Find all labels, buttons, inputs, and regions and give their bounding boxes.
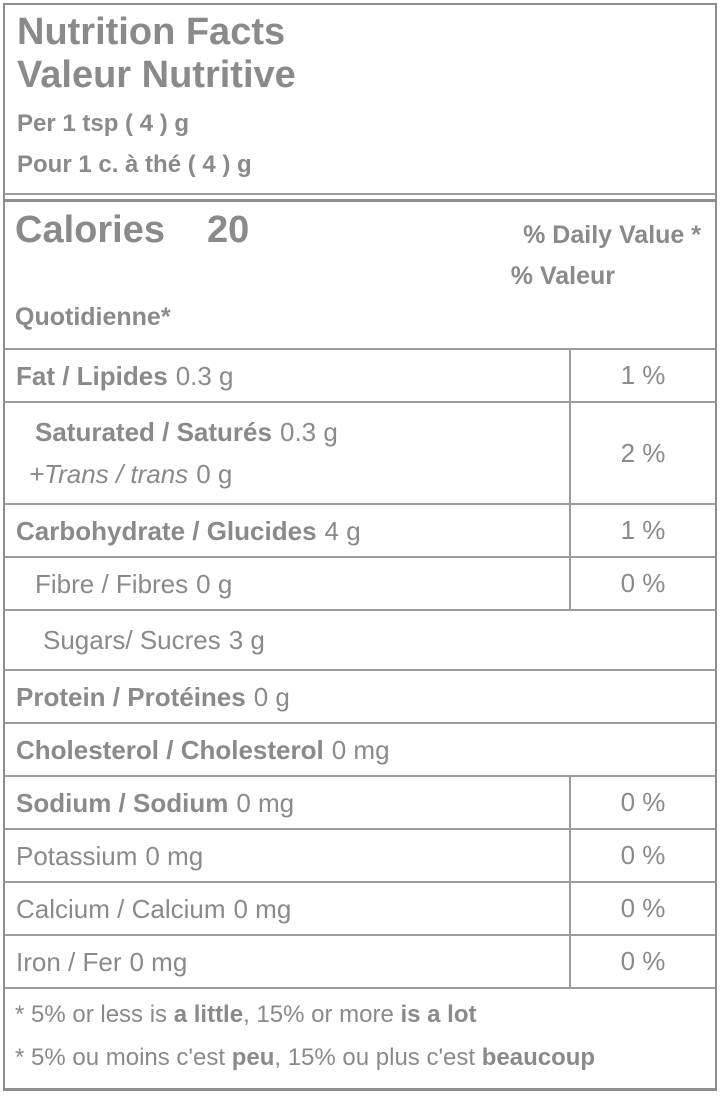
daily-value-cell: 1 %: [569, 505, 715, 556]
daily-value-cell: 1 %: [569, 350, 715, 401]
nutrient-text: Fat / Lipides 0.3 g: [5, 350, 569, 401]
nutrient-amount: 0.3 g: [279, 417, 338, 447]
nutrient-name: Protein / Protéines: [16, 681, 246, 712]
nutrient-text: Calcium / Calcium 0 mg: [5, 883, 569, 934]
daily-value-cell: 0 %: [569, 936, 715, 987]
serving-size-fr: Pour 1 c. à thé ( 4 ) g: [17, 151, 252, 178]
nutrient-name: Fibre / Fibres: [35, 568, 189, 599]
calories: Calories 20: [15, 208, 249, 252]
nutrient-text: Sodium / Sodium 0 mg: [5, 777, 569, 828]
nutrient-text: Saturated / Saturés 0.3 g +Trans / trans 0…: [5, 403, 569, 503]
nutrient-text: Fibre / Fibres 0 g: [5, 558, 569, 609]
footnote-fr-text-1: * 5% ou moins c'est: [15, 1044, 232, 1071]
serving-size-en: Per 1 tsp ( 4 ) g: [17, 110, 190, 137]
nutrient-row-cholesterol: Cholesterol / Cholesterol 0 mg: [5, 724, 715, 777]
daily-value-header-en: % Daily Value *: [523, 221, 701, 249]
nutrient-row-sugars: Sugars/ Sucres 3 g: [5, 611, 715, 671]
nutrient-name: Sodium / Sodium: [16, 787, 229, 818]
nutrient-amount: 0 mg: [233, 893, 292, 924]
nutrient-name: Sugars/ Sucres: [43, 625, 221, 655]
footnote-en-text-2: , 15% or more: [243, 1001, 401, 1028]
nutrient-row-fibre: Fibre / Fibres 0 g 0 %: [5, 558, 715, 611]
footnote-fr-text-2: , 15% ou plus c'est: [274, 1044, 482, 1071]
nutrient-text: Carbohydrate / Glucides 4 g: [5, 505, 569, 556]
daily-value-header-fr-line2: Quotidienne*: [15, 303, 171, 331]
nutrient-name: Cholesterol / Cholesterol: [16, 734, 324, 765]
daily-value-cell: 0 %: [569, 883, 715, 934]
nutrient-amount: 0 mg: [129, 946, 188, 977]
title-fr: Valeur Nutritive: [17, 54, 296, 96]
footnote-fr: * 5% ou moins c'est peu, 15% ou plus c'e…: [15, 1044, 703, 1072]
nutrient-amount: 3 g: [228, 625, 265, 655]
nutrient-text: Potassium 0 mg: [5, 830, 569, 881]
footnote-fr-bold-1: peu: [231, 1044, 275, 1071]
footnote-en: * 5% or less is a little, 15% or more is…: [15, 1001, 703, 1029]
nutrient-amount: 0 mg: [331, 734, 390, 765]
daily-value-cell: 0 %: [569, 777, 715, 828]
nutrient-row-potassium: Potassium 0 mg 0 %: [5, 830, 715, 883]
calories-row: Calories 20 % Daily Value *: [5, 208, 715, 252]
nutrient-amount: 0 mg: [145, 840, 204, 871]
daily-value-cell: 0 %: [569, 558, 715, 609]
footnote-en-text-1: * 5% or less is: [15, 1001, 174, 1028]
nutrient-row-fat: Fat / Lipides 0.3 g 1 %: [5, 350, 715, 403]
calories-value: 20: [206, 209, 250, 251]
nutrient-name: Potassium: [16, 840, 138, 871]
nutrient-name: Calcium / Calcium: [16, 893, 226, 924]
nutrition-facts-label: Nutrition Facts Valeur Nutritive Per 1 t…: [3, 3, 717, 1091]
nutrient-row-carbohydrate: Carbohydrate / Glucides 4 g 1 %: [5, 505, 715, 558]
nutrient-amount: 0 g: [253, 681, 290, 712]
footnotes: * 5% or less is a little, 15% or more is…: [5, 989, 715, 1088]
nutrient-amount: 0.3 g: [175, 360, 234, 391]
nutrient-text: Cholesterol / Cholesterol 0 mg: [5, 724, 715, 775]
footnote-en-bold-1: a little: [173, 1001, 244, 1028]
nutrient-row-calcium: Calcium / Calcium 0 mg 0 %: [5, 883, 715, 936]
nutrient-amount-trans: 0 g: [196, 459, 233, 489]
nutrient-text: Iron / Fer 0 mg: [5, 936, 569, 987]
daily-value-cell: 2 %: [569, 403, 715, 503]
nutrient-name: Saturated / Saturés: [35, 417, 272, 447]
nutrient-amount: 0 mg: [236, 787, 295, 818]
nutrient-name: Carbohydrate / Glucides: [16, 515, 317, 546]
footnote-fr-bold-2: beaucoup: [481, 1044, 596, 1071]
daily-value-header-fr-line1: % Valeur: [510, 262, 615, 290]
nutrient-row-saturated-trans: Saturated / Saturés 0.3 g +Trans / trans 0…: [5, 403, 715, 505]
footnote-en-bold-2: is a lot: [400, 1001, 477, 1028]
nutrient-name: Fat / Lipides: [16, 360, 168, 391]
nutrient-row-sodium: Sodium / Sodium 0 mg 0 %: [5, 777, 715, 830]
nutrient-row-iron: Iron / Fer 0 mg 0 %: [5, 936, 715, 989]
nutrient-text: Sugars/ Sucres 3 g: [5, 611, 715, 669]
nutrient-amount: 0 g: [196, 568, 233, 599]
daily-value-cell: 0 %: [569, 830, 715, 881]
label-header: Nutrition Facts Valeur Nutritive Per 1 t…: [5, 5, 715, 195]
calories-label: Calories: [15, 209, 165, 251]
calories-section: Calories 20 % Daily Value * % Valeur Quot…: [5, 199, 715, 350]
nutrient-row-protein: Protein / Protéines 0 g: [5, 671, 715, 724]
nutrient-name: Iron / Fer: [16, 946, 122, 977]
nutrient-text: Protein / Protéines 0 g: [5, 671, 715, 722]
nutrient-name-trans: +Trans / trans: [29, 459, 189, 489]
nutrient-amount: 4 g: [324, 515, 361, 546]
title-en: Nutrition Facts: [17, 11, 286, 53]
